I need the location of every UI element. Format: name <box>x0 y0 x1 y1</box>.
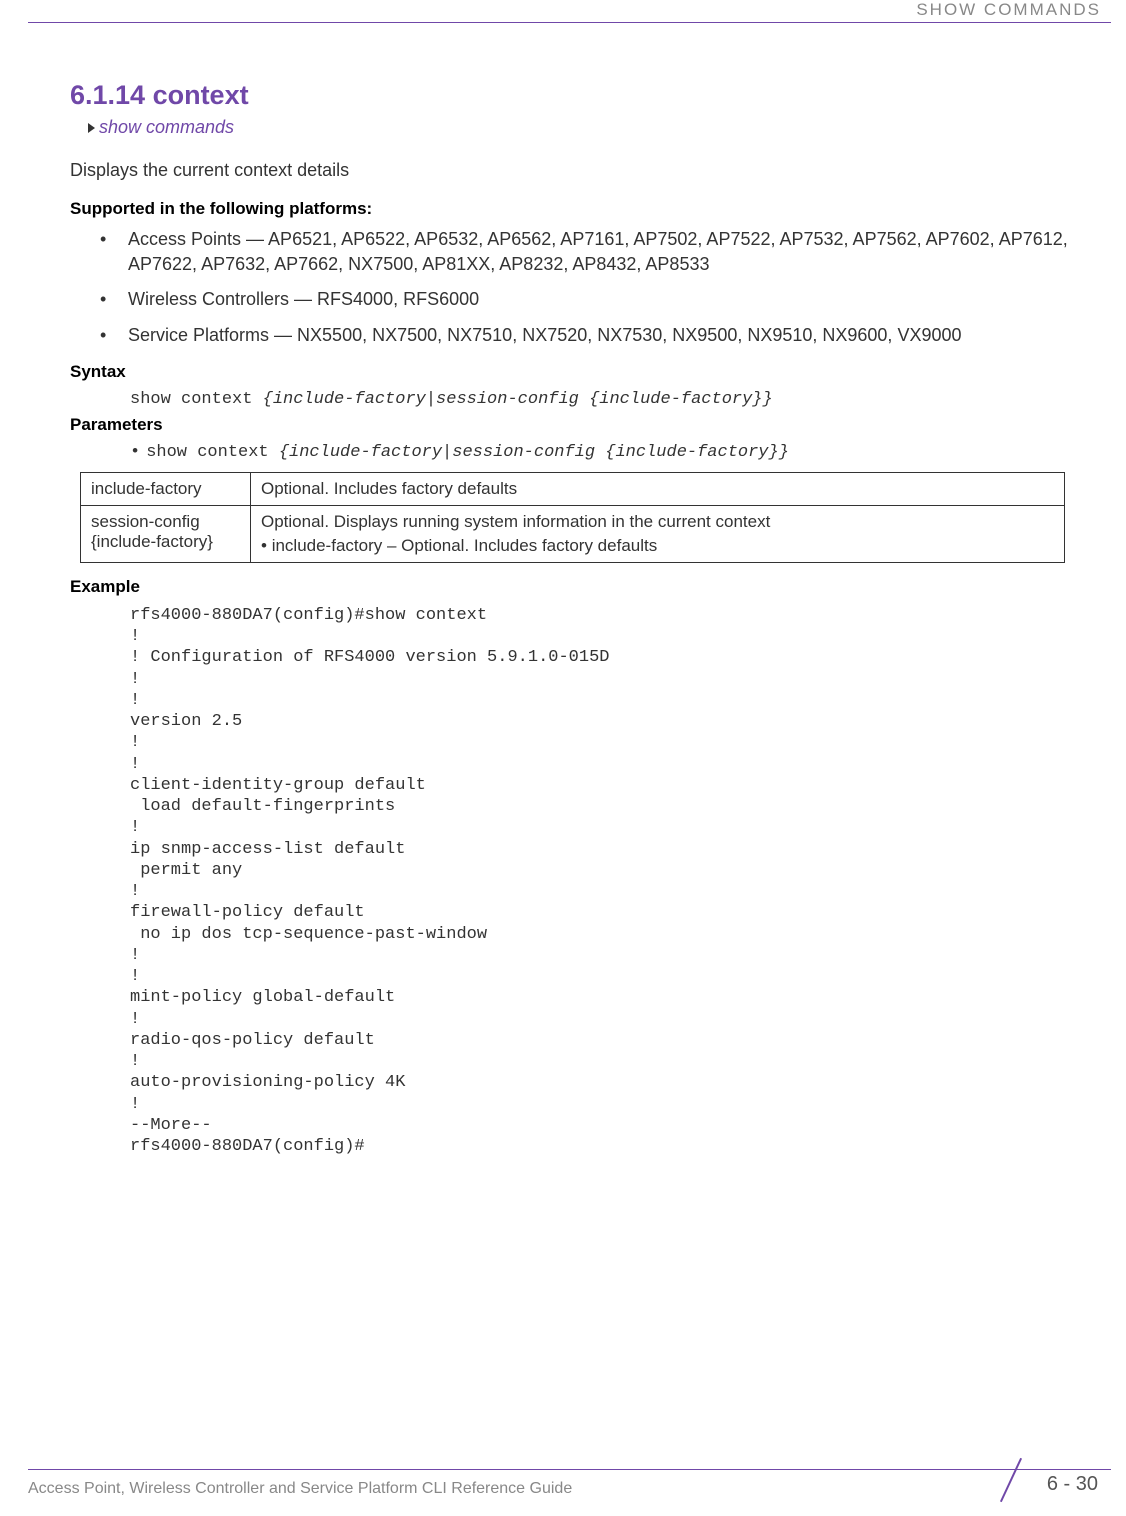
supported-title: Supported in the following platforms: <box>70 199 1096 219</box>
param-cmd-params: {include-factory|session-config {include… <box>279 443 789 462</box>
list-item: Wireless Controllers — RFS4000, RFS6000 <box>100 287 1096 312</box>
param-desc-cell: Optional. Displays running system inform… <box>251 505 1065 562</box>
param-desc-bullet: • include-factory – Optional. Includes f… <box>261 536 1054 556</box>
footer-guide-title: Access Point, Wireless Controller and Se… <box>28 1480 572 1498</box>
section-title: 6.1.14 context <box>70 80 1096 111</box>
example-title: Example <box>70 577 1096 597</box>
param-name-cell: session-config {include-factory} <box>81 505 251 562</box>
section-description: Displays the current context details <box>70 160 1096 181</box>
param-name-cell: include-factory <box>81 472 251 505</box>
page-slash-icon <box>996 1456 1026 1506</box>
bullet-icon: • <box>130 443 140 462</box>
breadcrumb-text: show commands <box>99 117 234 137</box>
syntax-title: Syntax <box>70 362 1096 382</box>
parameters-table: include-factory Optional. Includes facto… <box>80 472 1065 563</box>
table-row: session-config {include-factory} Optiona… <box>81 505 1065 562</box>
param-desc-line: Optional. Displays running system inform… <box>261 512 1054 532</box>
syntax-cmd: show context <box>130 390 263 409</box>
parameters-title: Parameters <box>70 415 1096 435</box>
list-item: Access Points — AP6521, AP6522, AP6532, … <box>100 227 1096 277</box>
page-footer: Access Point, Wireless Controller and Se… <box>0 1469 1126 1498</box>
header-rule <box>28 22 1111 23</box>
breadcrumb[interactable]: show commands <box>88 117 1096 138</box>
param-cmd: show context <box>146 443 279 462</box>
triangle-icon <box>88 123 95 133</box>
page-number: 6 - 30 <box>1047 1473 1098 1496</box>
table-row: include-factory Optional. Includes facto… <box>81 472 1065 505</box>
parameters-code: • show context {include-factory|session-c… <box>130 443 1096 462</box>
syntax-code: show context {include-factory|session-co… <box>130 390 1096 409</box>
param-desc-cell: Optional. Includes factory defaults <box>251 472 1065 505</box>
param-desc-bullet-text: include-factory – Optional. Includes fac… <box>272 536 658 555</box>
syntax-params: {include-factory|session-config {include… <box>263 390 773 409</box>
list-item: Service Platforms — NX5500, NX7500, NX75… <box>100 323 1096 348</box>
footer-rule <box>28 1469 1111 1470</box>
chapter-header: SHOW COMMANDS <box>916 0 1101 20</box>
example-code: rfs4000-880DA7(config)#show context ! ! … <box>130 605 1096 1158</box>
page-content: 6.1.14 context show commands Displays th… <box>70 80 1096 1157</box>
supported-list: Access Points — AP6521, AP6522, AP6532, … <box>70 227 1096 348</box>
